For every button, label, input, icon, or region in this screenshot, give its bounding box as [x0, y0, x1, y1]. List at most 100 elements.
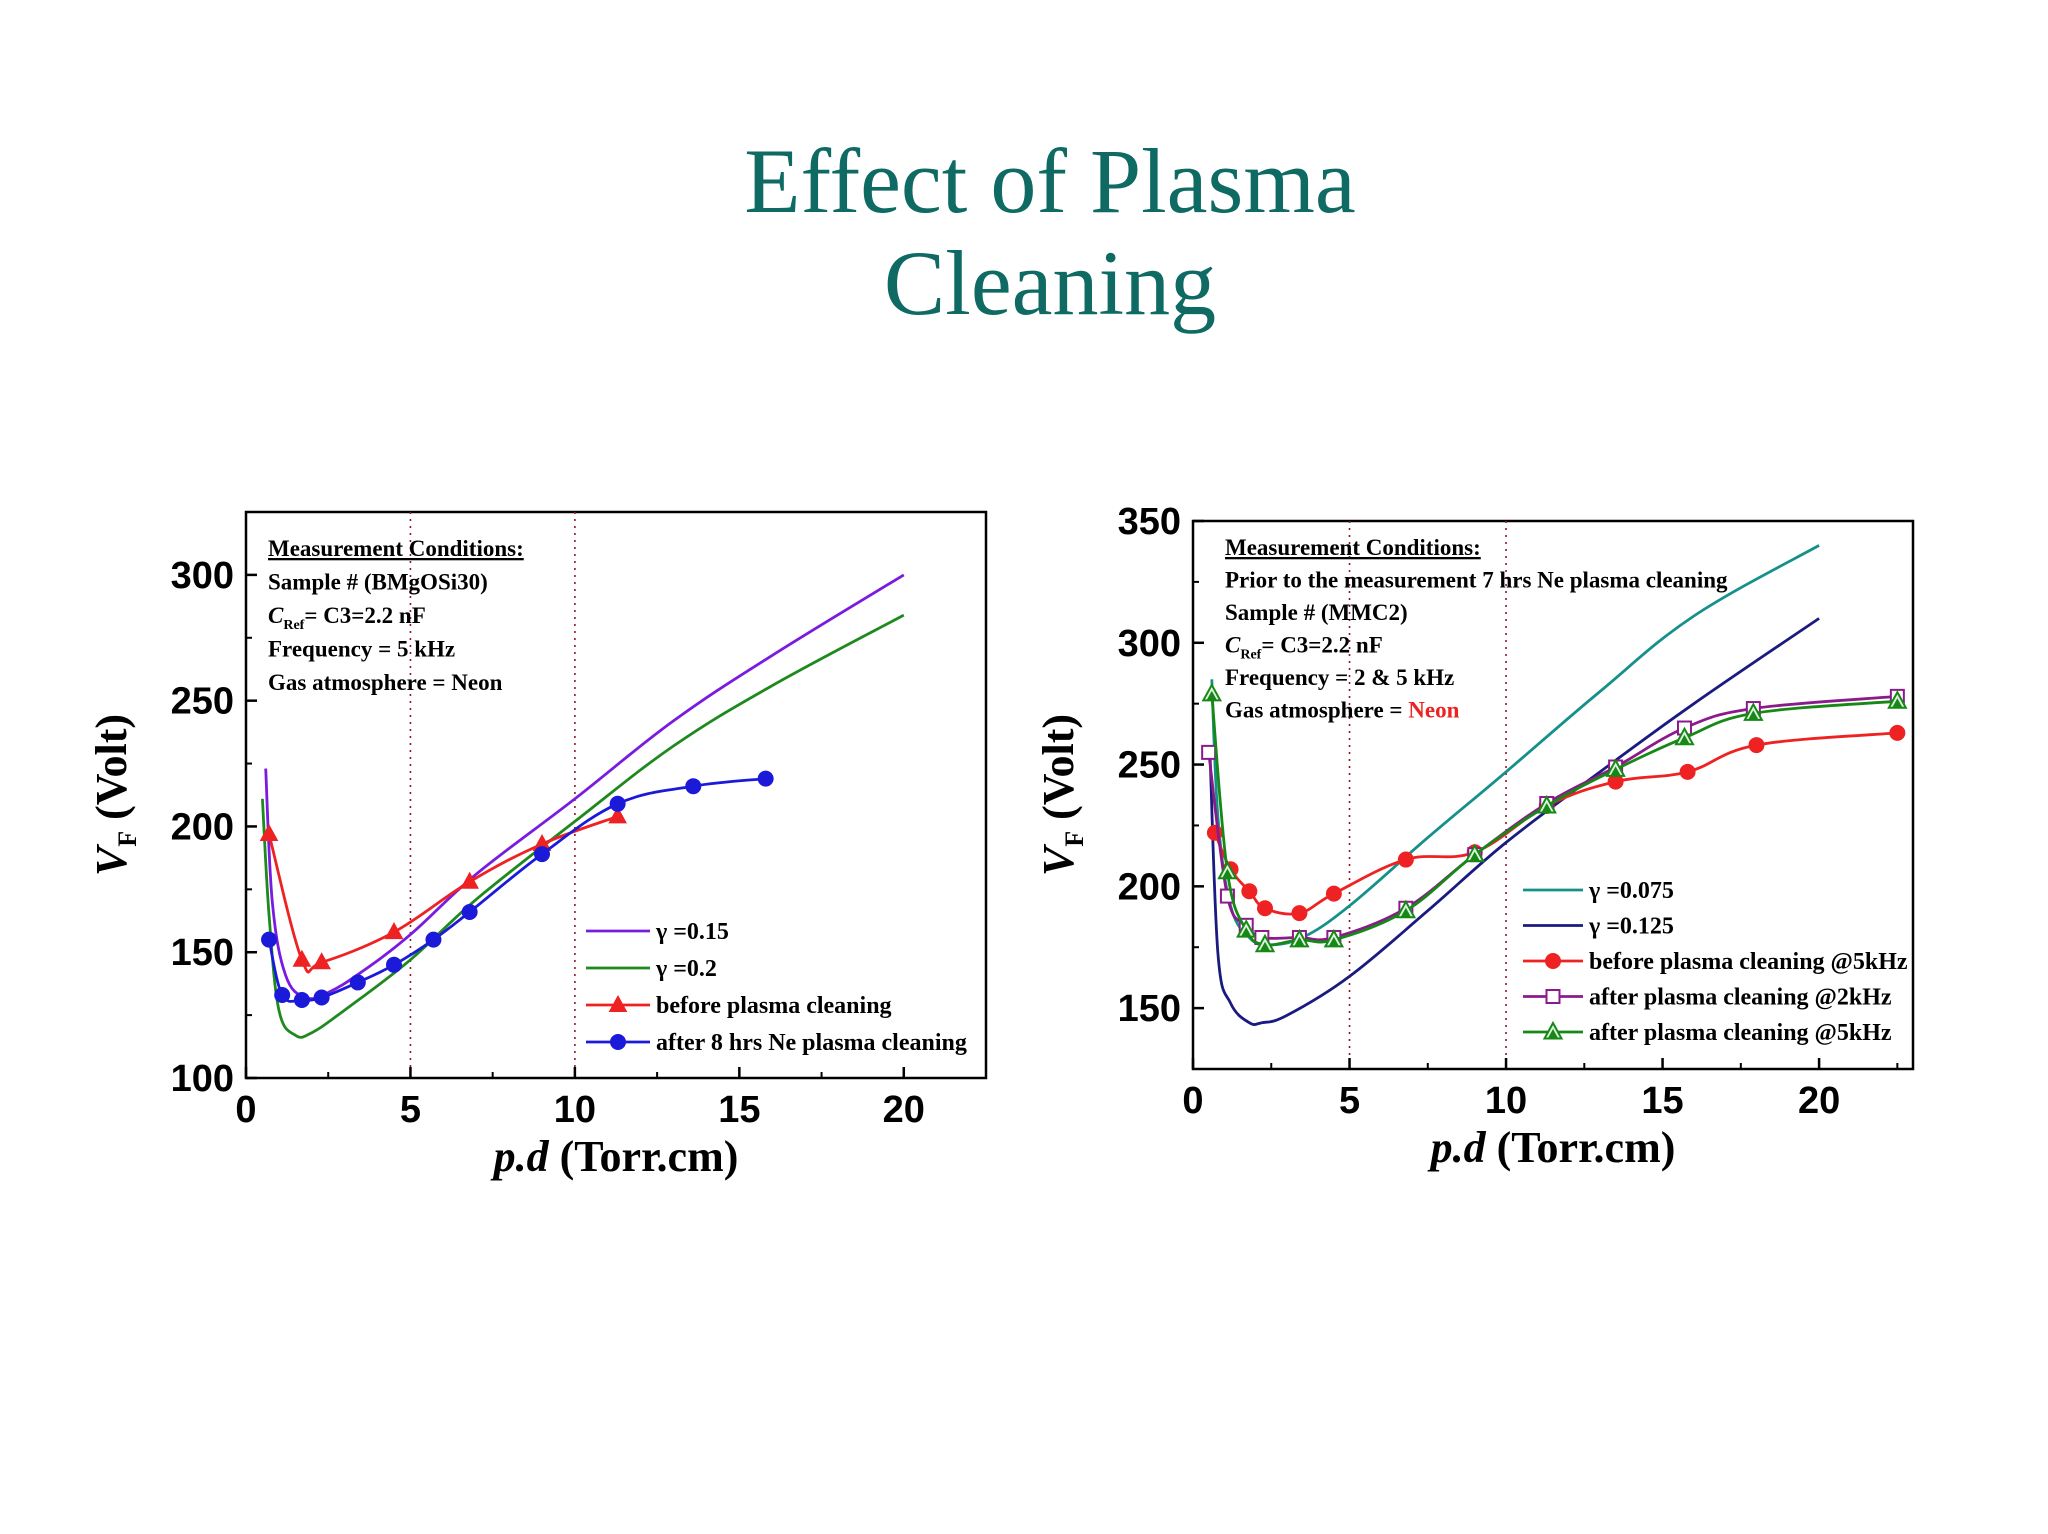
note-cap-symbol: C: [1225, 633, 1241, 658]
data-point: [461, 903, 478, 920]
series-2: before plasma cleaning @5kHz: [1206, 724, 1908, 975]
data-point-fill: [1241, 927, 1252, 937]
data-point: [259, 823, 279, 841]
data-point-fill: [1400, 907, 1411, 917]
data-point: [1325, 885, 1342, 902]
data-point: [292, 949, 312, 967]
note-cap-subscript: Ref: [283, 618, 304, 633]
data-point: [609, 795, 626, 812]
note-gas-label: Gas atmosphere =: [1225, 698, 1408, 723]
x-tick-label: 15: [1641, 1080, 1683, 1122]
data-point: [1257, 900, 1273, 917]
y-axis-title-unit: (Volt): [1034, 714, 1083, 831]
note-gas-value: Neon: [1408, 698, 1459, 723]
legend-marker-fill: [1548, 1029, 1558, 1038]
data-point: [386, 956, 402, 973]
note-heading: Measurement Conditions:: [268, 536, 524, 561]
note-heading: Measurement Conditions:: [1225, 535, 1481, 560]
data-point-fill: [1328, 936, 1339, 946]
x-tick-label: 20: [1798, 1080, 1840, 1122]
y-tick-label: 300: [171, 555, 234, 597]
legend-label: γ =0.125: [1588, 914, 1674, 940]
x-tick-label: 0: [1182, 1080, 1203, 1122]
note-line: Gas atmosphere = Neon: [268, 670, 503, 695]
legend-label: γ =0.075: [1588, 878, 1674, 904]
x-axis-title-unit: (Torr.cm): [560, 1132, 739, 1181]
data-point-fill: [1679, 734, 1690, 744]
data-point-fill: [1294, 936, 1305, 946]
x-tick-label: 10: [1485, 1080, 1527, 1122]
x-axis-title-var: p.d: [1427, 1123, 1497, 1172]
x-axis-title-var: p.d: [490, 1132, 560, 1181]
chart-left: 0 5 10 15 20 100 150 200 250 300 p.d (Torr.cm) VF (…: [87, 510, 988, 1181]
y-tick-label: 150: [171, 932, 234, 974]
legend-label: before plasma cleaning: [656, 993, 892, 1019]
legend-label: before plasma cleaning @5kHz: [1589, 949, 1908, 975]
series-1: γ =0.125: [1208, 617, 1820, 1026]
note-line: Frequency = 2 & 5 kHz: [1225, 665, 1454, 690]
data-point-fill: [1469, 851, 1480, 861]
y-axis-title-var: V: [87, 843, 136, 876]
series-line: [267, 815, 619, 974]
x-axis-title-unit: (Torr.cm): [1497, 1123, 1676, 1172]
data-point: [384, 922, 404, 940]
data-point-fill: [1892, 698, 1903, 708]
legend-label: γ =0.2: [655, 956, 717, 982]
note-line: Prior to the measurement 7 hrs Ne plasma…: [1225, 568, 1728, 593]
y-tick-label: 200: [171, 806, 234, 848]
slide-title: Effect of Plasma Cleaning: [0, 130, 2048, 334]
legend-label: after 8 hrs Ne plasma cleaning: [656, 1030, 967, 1056]
data-point: [425, 931, 442, 948]
slide-title-line-2: Cleaning: [883, 232, 1217, 334]
data-point: [312, 952, 331, 970]
legend-marker: [610, 1034, 626, 1050]
y-axis-title-var: V: [1034, 843, 1083, 876]
y-axis-title-subscript: F: [113, 831, 142, 847]
data-point: [293, 992, 310, 1009]
series-0: γ =0.15: [264, 573, 905, 1001]
y-tick-label: 150: [1118, 988, 1181, 1030]
note-cap-symbol: C: [268, 603, 284, 628]
y-tick-label: 250: [171, 681, 234, 723]
note-capacitance: CRef= C3=2.2 nF: [268, 603, 426, 633]
data-point: [1201, 744, 1217, 760]
data-point-fill: [1610, 766, 1621, 776]
note-capacitance: CRef= C3=2.2 nF: [1225, 633, 1383, 663]
x-axis-title: p.d (Torr.cm): [1427, 1123, 1676, 1172]
data-point: [261, 931, 278, 948]
slide-title-line-1: Effect of Plasma: [744, 130, 1356, 232]
note-cap-subscript: Ref: [1240, 648, 1261, 663]
y-axis-title: VF (Volt): [87, 714, 142, 876]
legend-label: γ =0.15: [655, 919, 729, 945]
note-line: Frequency = 5 kHz: [268, 637, 455, 662]
data-point-fill: [1541, 802, 1552, 812]
data-point: [1291, 905, 1308, 922]
y-tick-label: 350: [1118, 501, 1181, 543]
legend-label: after plasma cleaning @5kHz: [1589, 1020, 1892, 1046]
legend-label: after plasma cleaning @2kHz: [1589, 985, 1892, 1011]
data-point: [608, 806, 627, 824]
data-point: [1397, 851, 1414, 868]
x-tick-label: 5: [400, 1089, 421, 1131]
note-line: Sample # (MMC2): [1225, 600, 1408, 625]
plot-frame: [1191, 519, 1915, 1071]
series-2: before plasma cleaning: [259, 806, 892, 1019]
data-point: [1241, 883, 1258, 900]
x-tick-label: 10: [554, 1089, 596, 1131]
legend-marker: [1545, 989, 1561, 1004]
series-line: [1208, 617, 1820, 1026]
chart-right: 0 5 10 15 20 150 200 250 300 350 p.d (Torr.cm) VF (…: [1034, 501, 1915, 1172]
series-3: after 8 hrs Ne plasma cleaning: [261, 770, 967, 1056]
data-point: [1679, 763, 1696, 780]
x-tick-label: 20: [883, 1089, 925, 1131]
y-tick-label: 100: [171, 1058, 234, 1100]
data-point: [534, 846, 550, 863]
note-gas: Gas atmosphere = Neon: [1225, 698, 1460, 723]
legend-marker: [1545, 953, 1561, 969]
y-tick-label: 250: [1118, 745, 1181, 787]
data-point: [1889, 724, 1906, 741]
data-point: [460, 871, 479, 889]
data-point: [757, 770, 774, 787]
series-line: [1210, 693, 1898, 947]
